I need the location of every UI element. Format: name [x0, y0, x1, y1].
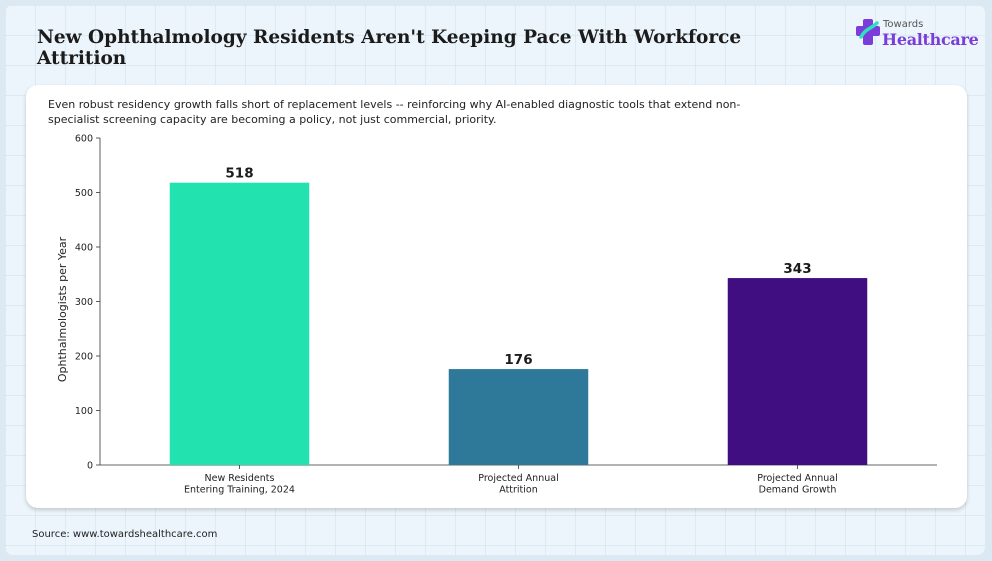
x-tick-label: Projected Annual Attrition — [478, 473, 558, 496]
y-tick-label: 300 — [75, 297, 93, 308]
y-tick-label: 400 — [75, 243, 93, 254]
chart-card: Even robust residency growth falls short… — [26, 85, 967, 508]
source-note: Source: www.towardshealthcare.com — [32, 529, 218, 540]
y-tick-label: 100 — [75, 406, 93, 417]
bar — [727, 278, 868, 465]
y-tick-label: 200 — [75, 352, 93, 363]
x-tick-label: New Residents Entering Training, 2024 — [184, 473, 295, 496]
bar — [169, 182, 310, 465]
x-tick-label: Projected Annual Demand Growth — [757, 473, 837, 496]
x-tick-label-line: Entering Training, 2024 — [184, 485, 295, 496]
x-tick-label-line: Attrition — [499, 485, 538, 496]
medical-cross-icon — [856, 19, 880, 45]
bar-data-label: 343 — [783, 261, 811, 277]
bar-data-label: 518 — [225, 166, 253, 182]
x-tick-label-line: New Residents — [205, 473, 275, 484]
x-tick-label-line: Demand Growth — [759, 485, 837, 496]
logo-top-text: Towards — [883, 19, 924, 30]
y-tick-label: 500 — [75, 188, 93, 199]
y-tick-label: 600 — [75, 134, 93, 145]
x-tick-label-line: Projected Annual — [478, 473, 558, 484]
chart-subtitle: Even robust residency growth falls short… — [48, 98, 741, 126]
brand-logo: Towards Healthcare — [855, 17, 979, 53]
bar-data-label: 176 — [504, 352, 532, 368]
bar — [448, 369, 589, 465]
x-tick-label-line: Projected Annual — [757, 473, 837, 484]
y-tick-label: 0 — [87, 461, 93, 472]
logo-main-text: Healthcare — [882, 30, 979, 49]
page-title: New Ophthalmology Residents Aren't Keepi… — [37, 27, 742, 69]
y-axis-label: Ophthalmologists per Year — [56, 236, 69, 382]
bar-chart: 0 100 200 300 400 500 600 Ophthalmologists per … — [56, 134, 937, 496]
